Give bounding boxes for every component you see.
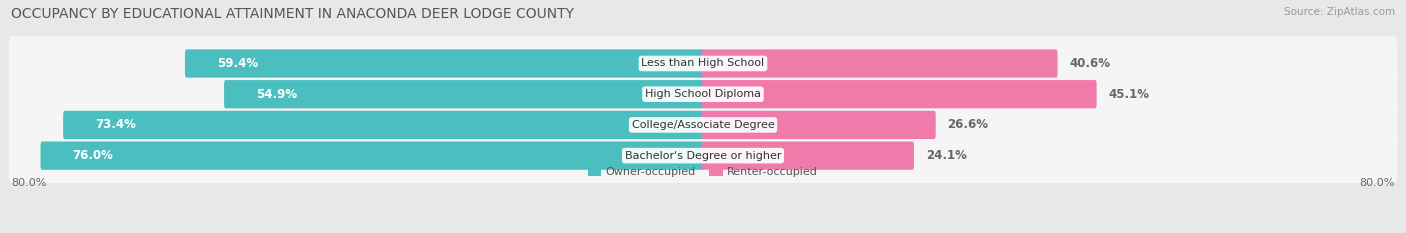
Text: Bachelor's Degree or higher: Bachelor's Degree or higher bbox=[624, 151, 782, 161]
Text: High School Diploma: High School Diploma bbox=[645, 89, 761, 99]
FancyBboxPatch shape bbox=[702, 49, 1057, 78]
FancyBboxPatch shape bbox=[702, 80, 1097, 108]
FancyBboxPatch shape bbox=[8, 36, 1398, 91]
Text: Less than High School: Less than High School bbox=[641, 58, 765, 69]
Text: Source: ZipAtlas.com: Source: ZipAtlas.com bbox=[1284, 7, 1395, 17]
Text: 26.6%: 26.6% bbox=[948, 118, 988, 131]
Text: 73.4%: 73.4% bbox=[94, 118, 136, 131]
FancyBboxPatch shape bbox=[702, 111, 936, 139]
FancyBboxPatch shape bbox=[63, 111, 704, 139]
FancyBboxPatch shape bbox=[224, 80, 704, 108]
FancyBboxPatch shape bbox=[8, 128, 1398, 183]
Text: 80.0%: 80.0% bbox=[1360, 178, 1395, 188]
Text: 54.9%: 54.9% bbox=[256, 88, 297, 101]
Text: 80.0%: 80.0% bbox=[11, 178, 46, 188]
Text: College/Associate Degree: College/Associate Degree bbox=[631, 120, 775, 130]
Text: 76.0%: 76.0% bbox=[72, 149, 112, 162]
FancyBboxPatch shape bbox=[41, 141, 704, 170]
FancyBboxPatch shape bbox=[702, 141, 914, 170]
FancyBboxPatch shape bbox=[186, 49, 704, 78]
Text: 24.1%: 24.1% bbox=[925, 149, 966, 162]
Legend: Owner-occupied, Renter-occupied: Owner-occupied, Renter-occupied bbox=[583, 162, 823, 182]
FancyBboxPatch shape bbox=[8, 98, 1398, 152]
Text: 45.1%: 45.1% bbox=[1108, 88, 1149, 101]
Text: 59.4%: 59.4% bbox=[217, 57, 257, 70]
Text: OCCUPANCY BY EDUCATIONAL ATTAINMENT IN ANACONDA DEER LODGE COUNTY: OCCUPANCY BY EDUCATIONAL ATTAINMENT IN A… bbox=[11, 7, 574, 21]
FancyBboxPatch shape bbox=[8, 67, 1398, 122]
Text: 40.6%: 40.6% bbox=[1069, 57, 1111, 70]
